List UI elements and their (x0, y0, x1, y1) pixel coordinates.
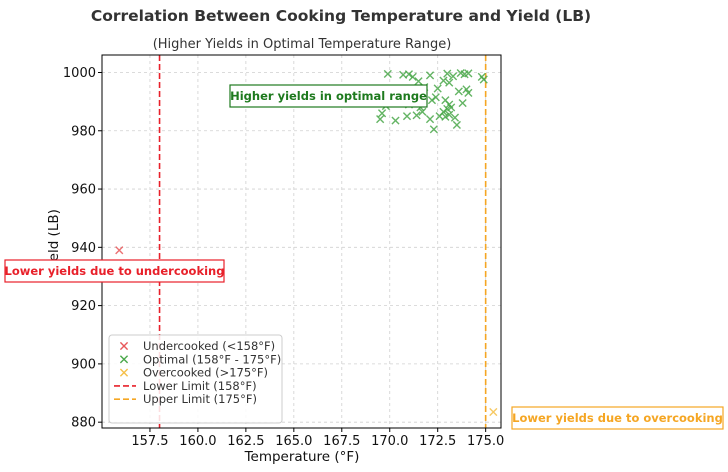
x-tick-label: 157.5 (131, 434, 168, 449)
undercooked-point (115, 246, 124, 255)
annotation-text: Higher yields in optimal range (230, 89, 427, 103)
optimal-point (443, 69, 452, 78)
chart-title: Correlation Between Cooking Temperature … (91, 7, 591, 25)
optimal-point (391, 116, 400, 125)
optimal-point (404, 70, 414, 79)
y-tick-label: 880 (71, 416, 96, 431)
legend-box (108, 334, 283, 424)
legend-entry: Overcooked (>175°F) (119, 366, 268, 380)
legend-entry: Optimal (158°F - 175°F) (119, 352, 281, 366)
x-tick-label: 175.0 (467, 434, 504, 449)
x-tick-label: 172.5 (419, 434, 456, 449)
overcooked-point (489, 407, 498, 417)
legend-entry: Undercooked (<158°F) (119, 339, 275, 353)
legend-label: Optimal (158°F - 175°F) (143, 352, 281, 366)
plot-area-frame (101, 54, 502, 429)
optimal-point (402, 112, 412, 121)
optimal-point (448, 72, 458, 81)
y-tick-label: 900 (71, 357, 96, 372)
optimal-point (452, 120, 461, 130)
legend-label: Lower Limit (158°F) (143, 379, 257, 393)
x-axis-label: Temperature (°F) (244, 449, 360, 465)
optimal-point (431, 93, 440, 102)
axis-ticks: 157.5 160.0 162.5 165.0 167.5 170.0 172.5 175.0… (63, 66, 504, 449)
optimal-point (441, 112, 450, 121)
y-tick-label: 940 (71, 241, 96, 256)
optimal-point (439, 76, 448, 85)
annotation-text: Lower yields due to undercooking (5, 264, 225, 278)
optimal-point (418, 107, 427, 116)
annotation-overcooking: Lower yields due to overcooking (511, 406, 724, 430)
optimal-point (454, 87, 463, 96)
legend-label: Overcooked (>175°F) (143, 366, 268, 380)
optimal-point (479, 75, 488, 84)
optimal-point (376, 115, 385, 124)
optimal-point (443, 104, 452, 114)
chart-subtitle: (Higher Yields in Optimal Temperature Ra… (153, 37, 452, 52)
legend-entry: Lower Limit (158°F) (114, 379, 257, 393)
annotations: Higher yields in optimal range Lower yiel… (4, 84, 724, 430)
legend-entry: Upper Limit (175°F) (114, 392, 257, 406)
optimal-point (445, 110, 454, 119)
y-tick-label: 1000 (63, 66, 96, 81)
optimal-point (464, 88, 473, 97)
optimal-point (458, 98, 467, 108)
optimal-point (450, 113, 460, 122)
annotation-text: Lower yields due to overcooking (512, 411, 723, 425)
y-axis-label: Yield (LB) (46, 209, 62, 274)
x-tick-label: 170.0 (371, 434, 408, 449)
optimal-point (383, 69, 392, 79)
legend-label: Upper Limit (175°F) (143, 392, 257, 406)
annotation-optimal: Higher yields in optimal range (229, 84, 428, 108)
legend: Undercooked (<158°F)Optimal (158°F - 175… (108, 334, 283, 424)
optimal-point (425, 115, 435, 124)
optimal-point (408, 72, 417, 81)
optimal-point (445, 78, 454, 87)
y-tick-label: 920 (71, 299, 96, 314)
optimal-point (464, 69, 473, 78)
y-tick-label: 960 (71, 183, 96, 198)
optimal-point (377, 109, 387, 118)
x-tick-label: 160.0 (179, 434, 216, 449)
annotation-undercooking: Lower yields due to undercooking (4, 259, 225, 283)
optimal-point (429, 125, 438, 134)
optimal-point (433, 84, 442, 93)
optimal-point (412, 111, 421, 120)
y-tick-label: 980 (71, 124, 96, 139)
legend-label: Undercooked (<158°F) (143, 339, 275, 353)
x-tick-label: 165.0 (275, 434, 312, 449)
x-tick-label: 167.5 (323, 434, 360, 449)
x-tick-label: 162.5 (227, 434, 264, 449)
optimal-point (425, 71, 435, 80)
